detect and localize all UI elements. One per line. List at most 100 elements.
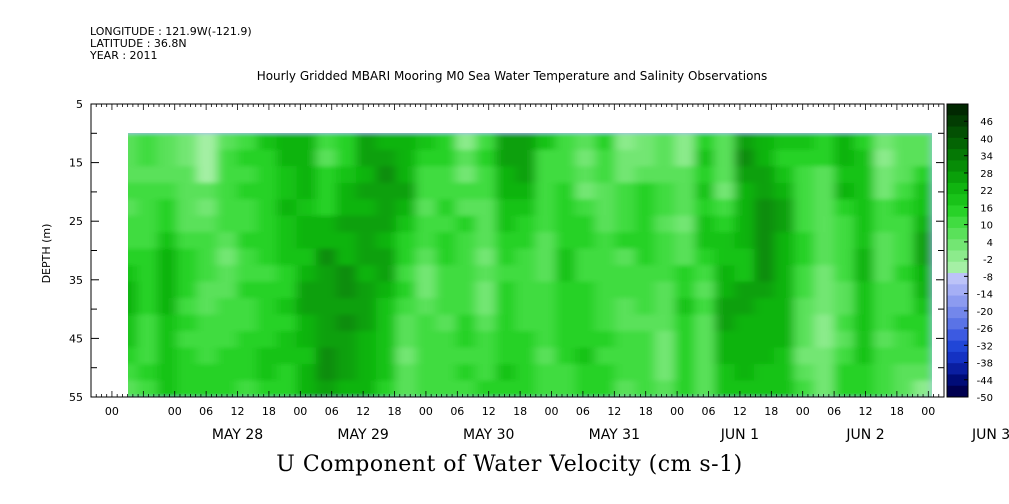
- heatmap-cell: [814, 182, 835, 200]
- heatmap-cell: [128, 380, 138, 397]
- heatmap-cell: [555, 380, 576, 397]
- heatmap-cell: [475, 166, 497, 184]
- heatmap-cell: [376, 331, 397, 349]
- heatmap-cell: [833, 133, 855, 151]
- heatmap-cell: [794, 281, 815, 299]
- heatmap-cell: [714, 248, 736, 266]
- heatmap-cell: [913, 298, 932, 316]
- heatmap-cell: [694, 248, 716, 266]
- heatmap-cell: [356, 265, 377, 283]
- heatmap-cell: [913, 232, 932, 250]
- heatmap-cell: [694, 380, 716, 397]
- heatmap-cell: [575, 331, 596, 349]
- heatmap-cell: [853, 232, 875, 250]
- heatmap-cell: [128, 199, 138, 217]
- heatmap-cell: [395, 281, 417, 299]
- heatmap-cell: [654, 314, 676, 332]
- heatmap-cell: [535, 314, 556, 332]
- heatmap-cell: [495, 265, 516, 283]
- heatmap-cell: [913, 347, 932, 365]
- heatmap-cell: [734, 199, 755, 217]
- heatmap-cell: [515, 232, 536, 250]
- heatmap-cell: [674, 347, 696, 365]
- heatmap-cell: [853, 331, 875, 349]
- heatmap-cell: [356, 281, 377, 299]
- heatmap-cell: [356, 166, 377, 184]
- heatmap-cell: [814, 149, 835, 167]
- heatmap-cell: [694, 265, 716, 283]
- heatmap-cell: [376, 265, 397, 283]
- heatmap-cell: [435, 199, 457, 217]
- heatmap-cell: [128, 314, 138, 332]
- heatmap-cell: [475, 232, 497, 250]
- heatmap-cell: [634, 215, 656, 233]
- heatmap-cell: [395, 265, 417, 283]
- heatmap-cell: [853, 248, 875, 266]
- heatmap-cell: [216, 149, 238, 167]
- heatmap-cell: [833, 182, 855, 200]
- heatmap-cell: [754, 232, 775, 250]
- heatmap-cell: [137, 166, 158, 184]
- heatmap-cell: [216, 265, 238, 283]
- heatmap-cell: [256, 215, 278, 233]
- heatmap-cell: [714, 182, 736, 200]
- heatmap-cell: [694, 166, 716, 184]
- heatmap-cell: [833, 380, 855, 397]
- heatmap-cell: [296, 232, 317, 250]
- heatmap-cell: [455, 166, 477, 184]
- heatmap-cell: [614, 314, 636, 332]
- heatmap-cell: [435, 364, 457, 382]
- heatmap-cell: [156, 281, 178, 299]
- heatmap-cell: [575, 182, 596, 200]
- x-hour-label: 00: [670, 405, 684, 418]
- heatmap-cell: [634, 166, 656, 184]
- heatmap-cell: [555, 215, 576, 233]
- heatmap-cell: [515, 133, 536, 151]
- heatmap-cell: [754, 298, 775, 316]
- heatmap-cell: [734, 248, 755, 266]
- heatmap-cell: [873, 182, 895, 200]
- heatmap-cell: [216, 298, 238, 316]
- heatmap-cell: [714, 314, 736, 332]
- heatmap-cell: [575, 199, 596, 217]
- x-hour-label: 18: [764, 405, 778, 418]
- heatmap-cell: [754, 166, 775, 184]
- heatmap-cell: [395, 248, 417, 266]
- heatmap-cell: [515, 314, 536, 332]
- heatmap-cell: [475, 149, 497, 167]
- heatmap-cell: [893, 331, 915, 349]
- heatmap-cell: [415, 331, 437, 349]
- heatmap-cell: [833, 331, 855, 349]
- heatmap-cell: [814, 347, 835, 365]
- heatmap-cell: [196, 215, 218, 233]
- x-hour-label: 06: [199, 405, 213, 418]
- heatmap-cell: [873, 199, 895, 217]
- colorbar-segment: [947, 261, 968, 274]
- heatmap-cell: [196, 314, 218, 332]
- colorbar-segment: [947, 182, 968, 195]
- heatmap-cell: [535, 149, 556, 167]
- heatmap-cell: [336, 133, 357, 151]
- heatmap-cell: [176, 232, 198, 250]
- heatmap-cell: [176, 149, 198, 167]
- heatmap-cell: [236, 149, 258, 167]
- heatmap-cell: [814, 298, 835, 316]
- heatmap-cell: [833, 248, 855, 266]
- heatmap-cell: [814, 364, 835, 382]
- x-hour-label: 18: [513, 405, 527, 418]
- heatmap-cell: [128, 149, 138, 167]
- heatmap-cell: [415, 265, 437, 283]
- heatmap-cell: [575, 380, 596, 397]
- heatmap-cell: [376, 364, 397, 382]
- heatmap-cell: [316, 166, 337, 184]
- heatmap-cell: [873, 232, 895, 250]
- heatmap-cell: [814, 133, 835, 151]
- heatmap-cell: [236, 182, 258, 200]
- heatmap-cell: [395, 232, 417, 250]
- heatmap-cell: [734, 331, 755, 349]
- colorbar-label: -14: [977, 290, 993, 301]
- heatmap-cell: [694, 281, 716, 299]
- heatmap-cell: [674, 331, 696, 349]
- heatmap-cell: [276, 133, 297, 151]
- heatmap-cell: [376, 199, 397, 217]
